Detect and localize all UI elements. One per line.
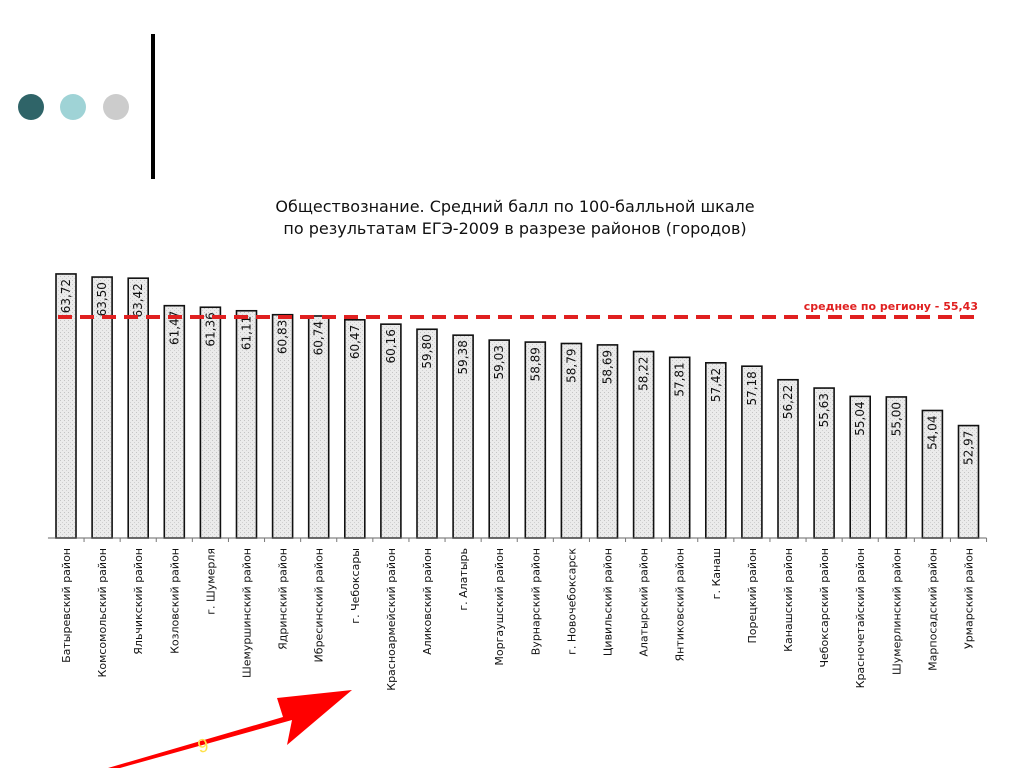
bar-value-label: 55,00 [889,402,903,436]
bar-value-label: 55,04 [853,401,867,435]
x-tick-label: Ибресинский район [313,548,326,662]
x-tick-label: Красноармейский район [385,548,398,691]
bar-value-label: 57,81 [673,362,687,396]
chart-title-block: Обществознание. Средний балл по 100-балл… [200,196,830,240]
bar-value-label: 59,80 [420,334,434,368]
x-tick-label: Моргаушский район [493,548,506,666]
x-tick-label: г. Шумерля [204,548,217,615]
x-tick-label: Яльчикский район [132,548,145,655]
decor-dot-dark [18,94,44,120]
bars-group: 63,72 63,50 63,42 61,47 61,36 61,11 60,83 60,74… [55,273,980,539]
bar-value-label: 56,22 [781,385,795,419]
bar-value-label: 58,22 [637,357,651,391]
x-tick-label: Порецкий район [746,548,759,643]
bar-value-label: 60,83 [276,320,290,354]
x-tick-label: Комсомольский район [96,548,109,677]
x-tick-label: Шумерлинский район [890,548,903,675]
bar-value-label: 59,03 [492,345,506,379]
bar-value-label: 61,36 [203,312,217,346]
bar-value-label: 58,69 [601,350,615,384]
decor-dot-gray [103,94,129,120]
x-tick-label: Чебоксарский район [818,548,831,668]
bar-value-label: 60,16 [384,329,398,363]
chart-subtitle: по результатам ЕГЭ-2009 в разрезе районо… [283,219,747,238]
decor-vertical-line [151,34,155,179]
bar-value-label: 63,72 [59,279,73,313]
bar-value-label: 58,89 [528,347,542,381]
red-arrow-icon [108,690,352,768]
x-tick-label: Ядринский район [277,548,290,650]
bar-value-label: 60,47 [348,325,362,359]
x-tick-label: Янтиковский район [674,548,687,662]
bar-value-label: 52,97 [962,431,976,465]
x-tick-label: Красночетайский район [854,548,867,688]
x-tick-label: Алатырский район [638,548,651,657]
average-reference-label: среднее по региону - 55,43 [804,300,978,313]
x-tick-label: Шемуршинский район [241,548,254,678]
bar-value-label: 63,42 [131,283,145,317]
bar-value-label: 55,63 [817,393,831,427]
bar-value-label: 61,47 [167,311,181,345]
bar-value-label: 61,11 [240,316,254,350]
x-tick-label: Аликовский район [421,548,434,655]
bar-value-label: 59,38 [456,340,470,374]
chart-title: Обществознание. Средний балл по 100-балл… [275,197,755,216]
bar-value-label: 57,42 [709,368,723,402]
decor-dot-light [60,94,86,120]
bar-value-label: 57,18 [745,371,759,405]
x-tick-label: Козловский район [168,548,181,654]
bar-value-label: 58,79 [564,348,578,382]
x-tick-label: Урмарский район [963,548,976,649]
x-tick-label: Батыревский район [60,548,73,663]
bar-value-label: 60,74 [312,321,326,355]
x-tick-label: Вурнарский район [529,548,542,655]
x-tick-label: Канашский район [782,548,795,652]
x-tick-label: г. Канаш [710,548,723,599]
x-tick-labels: Батыревский район Комсомольский район Яльч… [60,538,988,691]
x-tick-label: г. Новочебоксарск [565,548,578,655]
bar-value-label: 63,50 [95,282,109,316]
x-tick-label: Цивильский район [602,548,615,656]
x-tick-label: г. Чебоксары [349,548,362,624]
bar-value-label: 54,04 [925,415,939,449]
x-tick-label: Марпосадский район [926,548,939,671]
x-tick-label: г. Алатырь [457,548,470,611]
